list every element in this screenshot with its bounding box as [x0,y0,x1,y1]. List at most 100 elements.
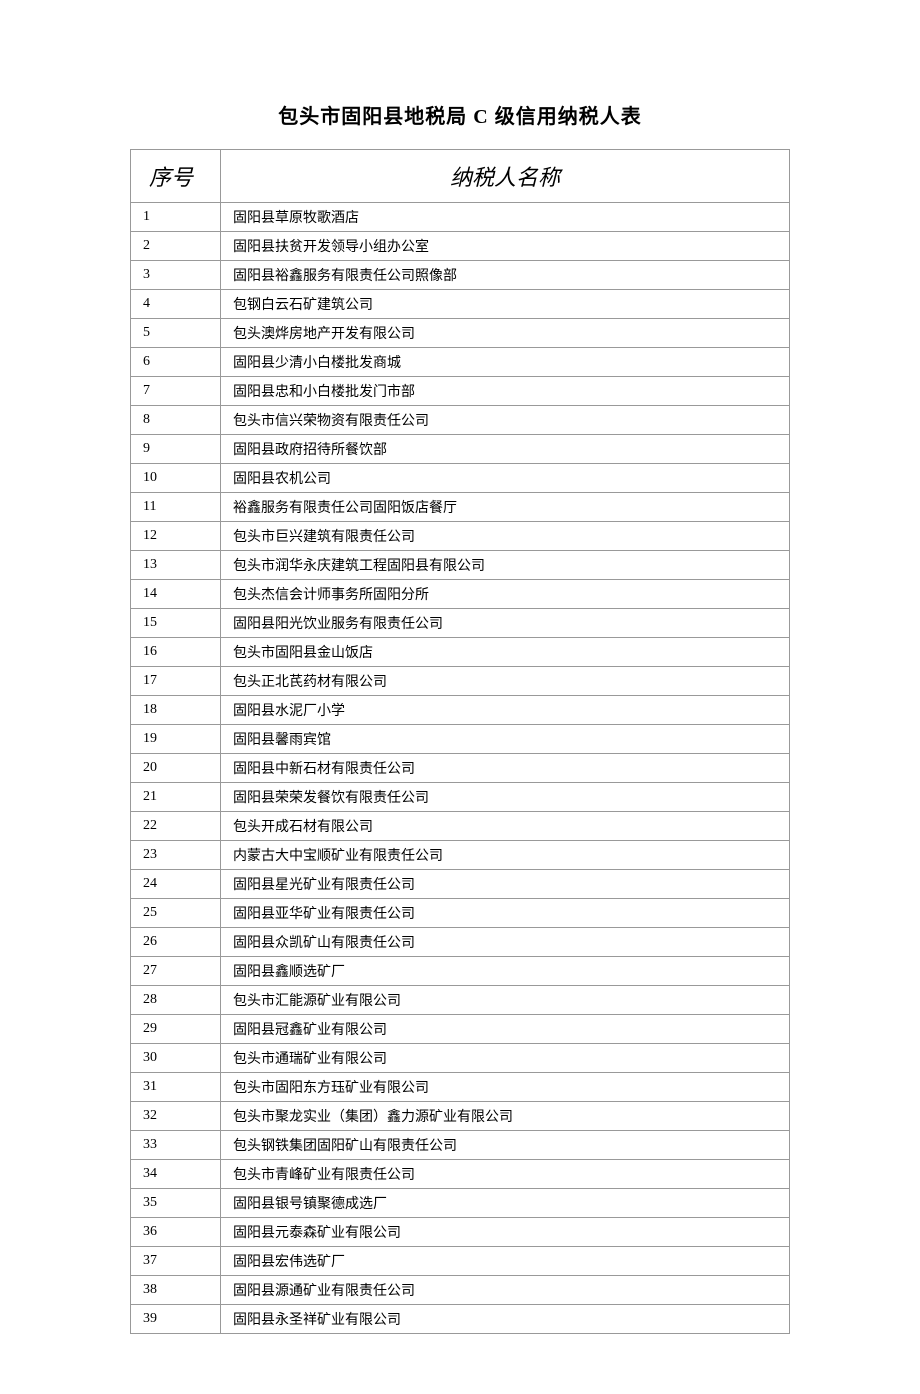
table-row: 24固阳县星光矿业有限责任公司 [131,870,790,899]
table-row: 8包头市信兴荣物资有限责任公司 [131,406,790,435]
cell-name: 固阳县少清小白楼批发商城 [221,348,790,377]
cell-index: 31 [131,1073,221,1102]
table-row: 29固阳县冠鑫矿业有限公司 [131,1015,790,1044]
cell-index: 15 [131,609,221,638]
cell-name: 固阳县永圣祥矿业有限公司 [221,1305,790,1334]
cell-name: 包头市通瑞矿业有限公司 [221,1044,790,1073]
cell-index: 36 [131,1218,221,1247]
cell-index: 38 [131,1276,221,1305]
cell-name: 包头市巨兴建筑有限责任公司 [221,522,790,551]
cell-index: 28 [131,986,221,1015]
cell-name: 固阳县源通矿业有限责任公司 [221,1276,790,1305]
cell-index: 14 [131,580,221,609]
cell-name: 包头市青峰矿业有限责任公司 [221,1160,790,1189]
cell-name: 包头市信兴荣物资有限责任公司 [221,406,790,435]
cell-index: 13 [131,551,221,580]
table-row: 19固阳县馨雨宾馆 [131,725,790,754]
cell-index: 27 [131,957,221,986]
table-row: 7固阳县忠和小白楼批发门市部 [131,377,790,406]
cell-index: 30 [131,1044,221,1073]
cell-name: 内蒙古大中宝顺矿业有限责任公司 [221,841,790,870]
table-row: 34包头市青峰矿业有限责任公司 [131,1160,790,1189]
cell-index: 37 [131,1247,221,1276]
cell-name: 包头钢铁集团固阳矿山有限责任公司 [221,1131,790,1160]
cell-name: 裕鑫服务有限责任公司固阳饭店餐厅 [221,493,790,522]
cell-name: 包头市汇能源矿业有限公司 [221,986,790,1015]
cell-name: 包头市聚龙实业（集团）鑫力源矿业有限公司 [221,1102,790,1131]
cell-name: 固阳县草原牧歌酒店 [221,203,790,232]
table-row: 32包头市聚龙实业（集团）鑫力源矿业有限公司 [131,1102,790,1131]
cell-index: 4 [131,290,221,319]
table-header-row: 序号 纳税人名称 [131,150,790,203]
table-row: 30包头市通瑞矿业有限公司 [131,1044,790,1073]
cell-index: 33 [131,1131,221,1160]
cell-name: 固阳县银号镇聚德成选厂 [221,1189,790,1218]
cell-index: 24 [131,870,221,899]
table-row: 27固阳县鑫顺选矿厂 [131,957,790,986]
cell-name: 包头正北芪药材有限公司 [221,667,790,696]
cell-name: 包头市固阳东方珏矿业有限公司 [221,1073,790,1102]
table-row: 9固阳县政府招待所餐饮部 [131,435,790,464]
table-row: 15固阳县阳光饮业服务有限责任公司 [131,609,790,638]
cell-index: 29 [131,1015,221,1044]
cell-index: 11 [131,493,221,522]
cell-name: 固阳县忠和小白楼批发门市部 [221,377,790,406]
table-row: 5包头澳烨房地产开发有限公司 [131,319,790,348]
table-row: 28包头市汇能源矿业有限公司 [131,986,790,1015]
cell-name: 固阳县政府招待所餐饮部 [221,435,790,464]
cell-name: 固阳县裕鑫服务有限责任公司照像部 [221,261,790,290]
table-row: 14包头杰信会计师事务所固阳分所 [131,580,790,609]
cell-name: 固阳县阳光饮业服务有限责任公司 [221,609,790,638]
cell-index: 23 [131,841,221,870]
cell-index: 21 [131,783,221,812]
table-row: 23内蒙古大中宝顺矿业有限责任公司 [131,841,790,870]
cell-index: 22 [131,812,221,841]
cell-index: 35 [131,1189,221,1218]
cell-name: 包头市润华永庆建筑工程固阳县有限公司 [221,551,790,580]
cell-index: 7 [131,377,221,406]
taxpayer-table: 序号 纳税人名称 1固阳县草原牧歌酒店2固阳县扶贫开发领导小组办公室3固阳县裕鑫… [130,149,790,1334]
cell-name: 固阳县星光矿业有限责任公司 [221,870,790,899]
table-row: 1固阳县草原牧歌酒店 [131,203,790,232]
cell-index: 26 [131,928,221,957]
table-row: 10固阳县农机公司 [131,464,790,493]
cell-index: 20 [131,754,221,783]
cell-name: 包头澳烨房地产开发有限公司 [221,319,790,348]
table-row: 20固阳县中新石材有限责任公司 [131,754,790,783]
page-title: 包头市固阳县地税局 C 级信用纳税人表 [130,100,790,129]
cell-index: 17 [131,667,221,696]
cell-name: 固阳县荣荣发餐饮有限责任公司 [221,783,790,812]
table-row: 3固阳县裕鑫服务有限责任公司照像部 [131,261,790,290]
column-header-name: 纳税人名称 [221,150,790,203]
cell-name: 固阳县众凯矿山有限责任公司 [221,928,790,957]
table-row: 17包头正北芪药材有限公司 [131,667,790,696]
cell-index: 8 [131,406,221,435]
table-row: 31包头市固阳东方珏矿业有限公司 [131,1073,790,1102]
cell-index: 3 [131,261,221,290]
table-row: 22包头开成石材有限公司 [131,812,790,841]
column-header-index: 序号 [131,150,221,203]
cell-name: 固阳县鑫顺选矿厂 [221,957,790,986]
cell-index: 25 [131,899,221,928]
cell-name: 固阳县冠鑫矿业有限公司 [221,1015,790,1044]
cell-name: 包头开成石材有限公司 [221,812,790,841]
cell-index: 6 [131,348,221,377]
cell-index: 9 [131,435,221,464]
table-row: 35固阳县银号镇聚德成选厂 [131,1189,790,1218]
table-row: 26固阳县众凯矿山有限责任公司 [131,928,790,957]
table-row: 25固阳县亚华矿业有限责任公司 [131,899,790,928]
cell-index: 19 [131,725,221,754]
cell-name: 固阳县扶贫开发领导小组办公室 [221,232,790,261]
table-row: 16包头市固阳县金山饭店 [131,638,790,667]
table-row: 4包钢白云石矿建筑公司 [131,290,790,319]
cell-index: 10 [131,464,221,493]
cell-index: 34 [131,1160,221,1189]
table-row: 11裕鑫服务有限责任公司固阳饭店餐厅 [131,493,790,522]
cell-index: 32 [131,1102,221,1131]
cell-index: 39 [131,1305,221,1334]
table-row: 13包头市润华永庆建筑工程固阳县有限公司 [131,551,790,580]
table-row: 39固阳县永圣祥矿业有限公司 [131,1305,790,1334]
table-row: 12包头市巨兴建筑有限责任公司 [131,522,790,551]
table-row: 33包头钢铁集团固阳矿山有限责任公司 [131,1131,790,1160]
cell-index: 18 [131,696,221,725]
